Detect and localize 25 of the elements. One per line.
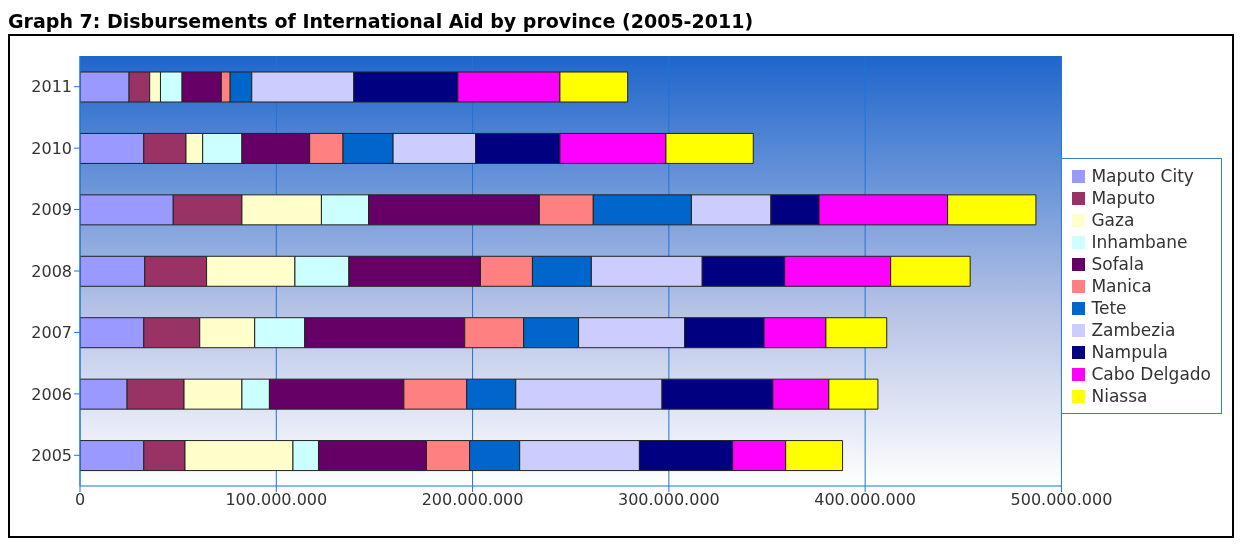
x-tick-label: 0 [74, 490, 86, 510]
x-tick-label: 200.000.000 [421, 490, 524, 510]
y-tick-label: 2007 [31, 323, 72, 343]
x-tick-label: 500.000.000 [1010, 490, 1113, 510]
legend-label: Inhambane [1091, 231, 1188, 253]
legend-label: Maputo City [1091, 165, 1194, 187]
y-tick-label: 2009 [31, 200, 72, 220]
x-tick-label: 300.000.000 [617, 490, 720, 510]
legend-label: Niassa [1091, 385, 1148, 407]
legend-label: Gaza [1091, 209, 1135, 231]
legend-label: Cabo Delgado [1091, 363, 1211, 385]
y-tick-label: 2010 [31, 138, 72, 158]
y-tick-label: 2011 [31, 77, 72, 97]
x-tick-label: 400.000.000 [814, 490, 917, 510]
legend-label: Nampula [1091, 341, 1168, 363]
x-tick-label: 100.000.000 [225, 490, 328, 510]
legend-label: Tete [1091, 297, 1127, 319]
chart-title: Graph 7: Disbursements of International Aid by province (2005-2011) [8, 9, 755, 34]
legend-label: Zambezia [1091, 319, 1176, 341]
legend-label: Manica [1091, 275, 1152, 297]
legend-label: Maputo [1091, 187, 1156, 209]
y-tick-label: 2006 [31, 384, 72, 404]
text: Sofala [1091, 253, 1145, 275]
y-tick-label: 2008 [31, 261, 72, 281]
y-tick-label: 2005 [31, 445, 72, 465]
